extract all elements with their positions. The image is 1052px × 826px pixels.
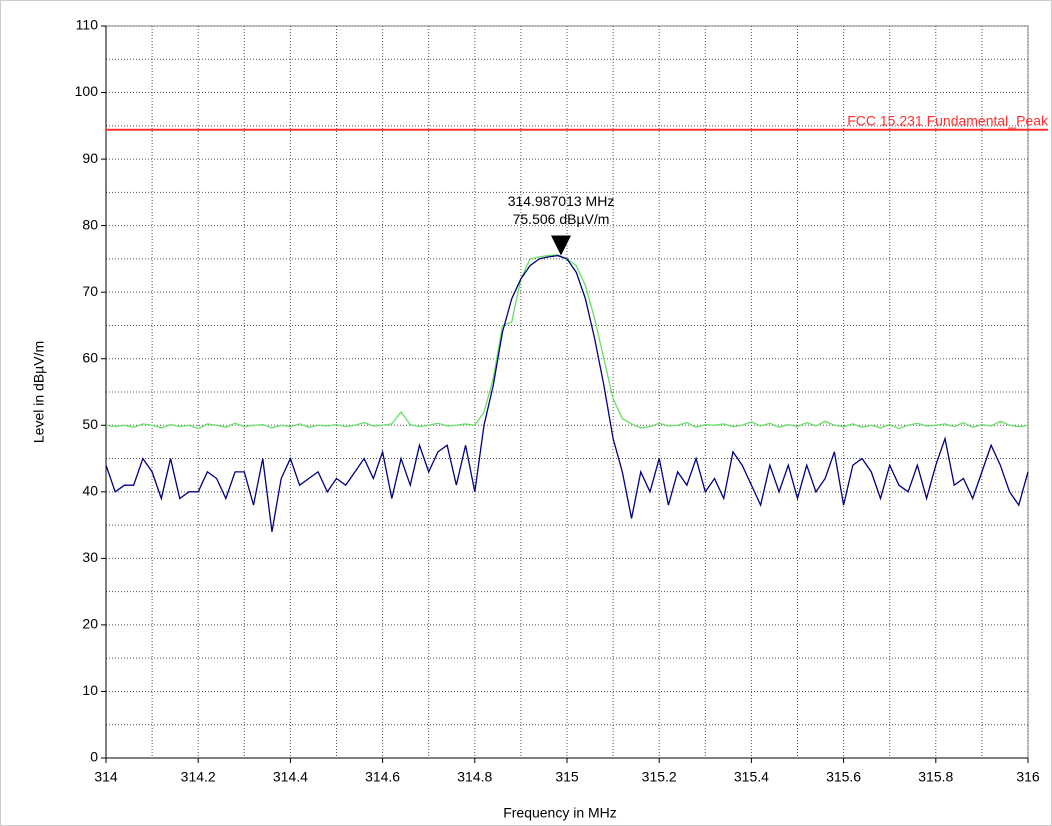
y-tick-label: 40 [82,483,98,499]
y-axis-label: Level in dBµV/m [31,341,47,443]
y-tick-label: 90 [82,150,98,166]
y-tick-label: 100 [75,83,99,99]
x-tick-label: 314 [94,769,118,785]
x-tick-label: 315.6 [826,769,861,785]
y-tick-label: 110 [76,17,99,33]
y-tick-label: 0 [90,749,98,765]
y-tick-label: 20 [82,616,98,632]
x-tick-label: 316 [1016,769,1040,785]
y-tick-label: 10 [82,682,98,698]
y-tick-label: 80 [82,216,98,232]
x-tick-label: 315.8 [918,769,953,785]
x-tick-label: 314.8 [457,769,492,785]
limit-label: FCC 15.231 Fundamental_Peak [847,113,1049,129]
y-tick-label: 70 [82,283,98,299]
series-line [105,254,1029,532]
x-tick-label: 314.2 [181,769,216,785]
x-tick-label: 315.4 [734,769,769,785]
marker-label-y: 75.506 dBµV/m [513,211,610,227]
marker-label-x: 314.987013 MHz [508,193,615,209]
marker [551,235,572,256]
y-tick-label: 60 [82,349,98,365]
x-axis-label: Frequency in MHz [503,805,617,821]
y-tick-label: 50 [82,416,98,432]
x-tick-label: 314.6 [365,769,400,785]
x-tick-label: 315.2 [642,769,677,785]
x-tick-label: 314.4 [273,769,308,785]
y-tick-label: 30 [82,549,98,565]
x-tick-label: 315 [555,769,579,785]
